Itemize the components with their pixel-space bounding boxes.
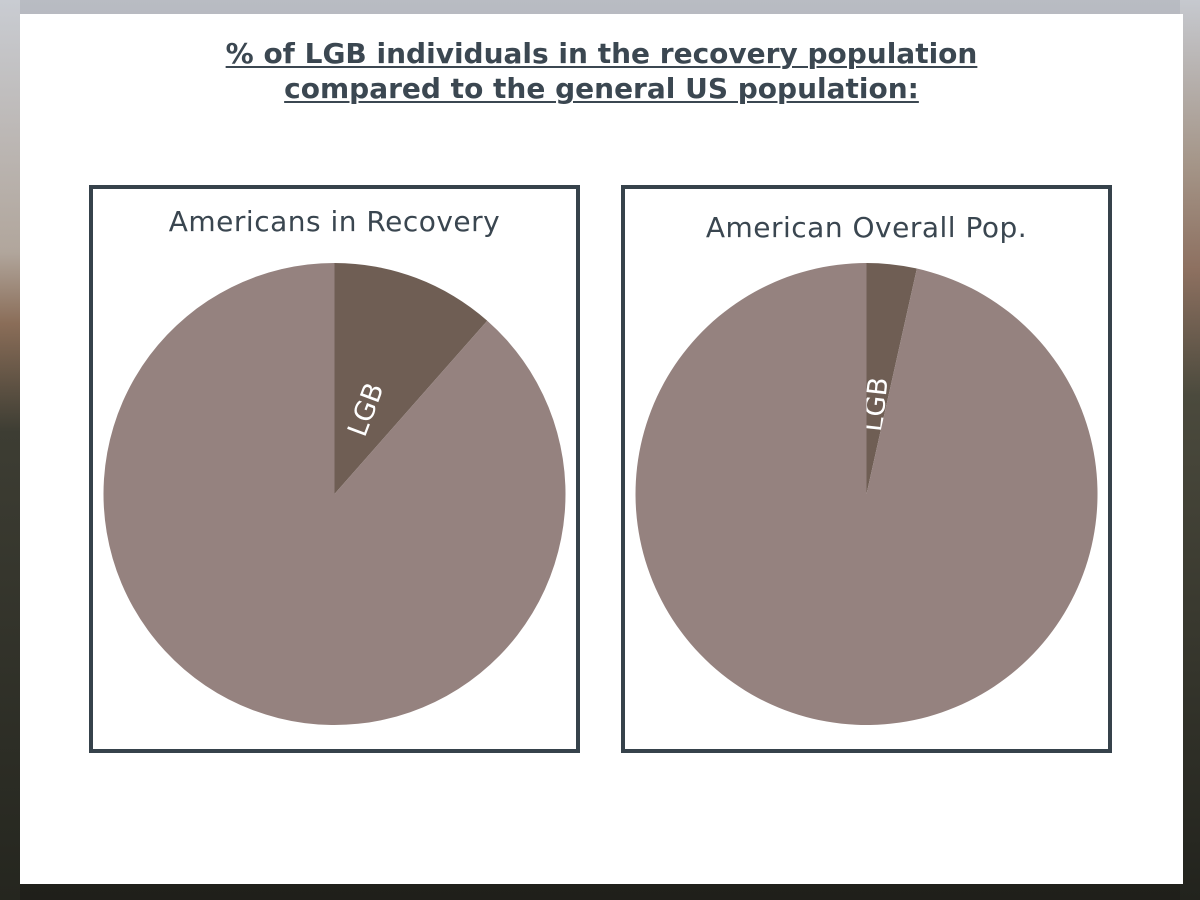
slide-title-line-2: compared to the general US population: — [284, 72, 919, 105]
slide-title-line-1: % of LGB individuals in the recovery pop… — [225, 37, 978, 70]
pie-slice-rest — [635, 263, 1098, 725]
pie-title-recovery: Americans in Recovery — [168, 205, 501, 238]
pie-chart-overall: LGB — [635, 263, 1098, 725]
pie-chart-recovery: LGB — [103, 263, 566, 725]
background-photo-left — [0, 0, 20, 900]
slide-card: % of LGB individuals in the recovery pop… — [20, 14, 1183, 884]
pie-panel-overall: American Overall Pop. LGB — [621, 185, 1112, 753]
pie-slice-rest — [103, 263, 566, 725]
background-photo-right — [1180, 0, 1200, 900]
pie-title-overall: American Overall Pop. — [705, 211, 1028, 244]
pie-slice-lgb — [866, 263, 917, 494]
pie-panel-recovery: Americans in Recovery LGB — [89, 185, 580, 753]
slide-title: % of LGB individuals in the recovery pop… — [20, 36, 1183, 106]
pie-slice-lgb — [334, 263, 488, 494]
